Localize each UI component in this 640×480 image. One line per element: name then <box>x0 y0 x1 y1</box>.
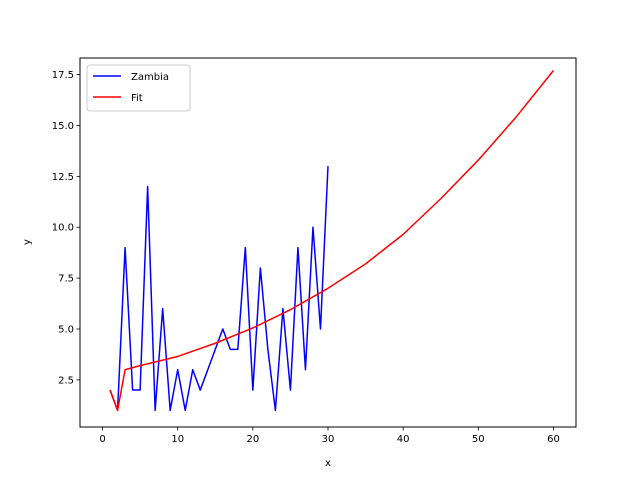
series-layer <box>109 70 555 412</box>
y-tick-label: 2.5 <box>58 375 74 386</box>
y-tick-label: 5.0 <box>58 325 74 336</box>
legend-label: Fit <box>131 93 143 104</box>
x-tick-label: 0 <box>99 434 105 445</box>
series-line-zambia <box>109 166 329 412</box>
y-tick-label: 17.5 <box>52 70 74 81</box>
y-tick-label: 15.0 <box>52 121 74 132</box>
y-axis-label: y <box>22 239 33 245</box>
x-axis-ticks: 0 10 20 30 40 50 60 <box>99 427 560 445</box>
x-tick-label: 60 <box>547 434 560 445</box>
y-tick-label: 12.5 <box>52 172 74 183</box>
y-axis-ticks: 2.5 5.0 7.5 10.0 12.5 15.0 17.5 <box>52 70 80 386</box>
x-tick-label: 10 <box>171 434 184 445</box>
y-tick-label: 10.0 <box>52 223 74 234</box>
legend: Zambia Fit <box>86 64 191 112</box>
series-line-fit <box>109 70 555 412</box>
legend-label: Zambia <box>131 72 169 83</box>
x-tick-label: 20 <box>246 434 259 445</box>
x-tick-label: 50 <box>472 434 485 445</box>
x-axis-label: x <box>325 458 331 469</box>
y-tick-label: 7.5 <box>58 274 74 285</box>
x-tick-label: 30 <box>322 434 335 445</box>
x-tick-label: 40 <box>397 434 410 445</box>
